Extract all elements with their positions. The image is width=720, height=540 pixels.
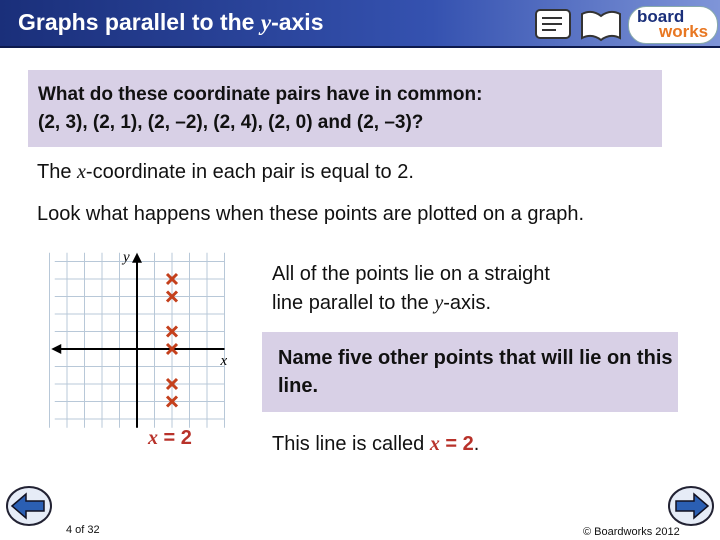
logo: board works <box>628 6 718 44</box>
title-text: -axis <box>271 9 324 35</box>
note-line: All of the points lie on a straight <box>272 263 550 285</box>
icons <box>535 9 621 42</box>
equation-text: = 2 <box>158 427 192 449</box>
page-number: 4 of 32 <box>66 524 100 536</box>
title-text: Graphs parallel to the <box>18 9 261 35</box>
answer-text: -coordinate in each pair is equal to 2. <box>85 161 414 183</box>
conclusion: This line is called x = 2. <box>272 433 479 456</box>
x-axis-label: x <box>220 353 228 369</box>
prev-button[interactable] <box>4 484 54 528</box>
conclusion-text: This line is called <box>272 433 430 455</box>
copyright: © Boardworks 2012 <box>583 526 680 538</box>
logo-text: works <box>659 22 709 41</box>
equation-italic: x <box>148 427 158 449</box>
question-line: (2, 3), (2, 1), (2, –2), (2, 4), (2, 0) … <box>38 112 424 133</box>
note-italic: y <box>434 292 444 314</box>
answer-text: The <box>37 161 78 183</box>
note-text: line parallel to the <box>272 292 435 314</box>
next-button[interactable] <box>666 484 716 528</box>
point-cross <box>165 272 179 286</box>
point-cross <box>165 290 179 303</box>
conclusion-eq: = 2 <box>439 433 474 455</box>
question-box: What do these coordinate pairs have in c… <box>28 70 662 147</box>
logo-text: board <box>637 7 685 26</box>
answer: The x-coordinate in each pair is equal t… <box>37 161 414 184</box>
point-cross <box>165 325 179 338</box>
conclusion-text: . <box>473 433 480 455</box>
prompt: Look what happens when these points are … <box>37 203 585 225</box>
y-axis-label: y <box>121 250 130 266</box>
note-text: -axis. <box>443 292 492 314</box>
point-cross <box>165 377 179 391</box>
graph: yx <box>49 250 228 428</box>
x-axis-arrow <box>51 344 62 354</box>
point-cross <box>165 395 179 408</box>
note: All of the points lie on a straight line … <box>272 260 550 318</box>
note-line: line parallel to the y-axis. <box>272 289 550 318</box>
answer-italic: x <box>77 161 86 183</box>
point-cross <box>165 342 179 356</box>
y-axis-arrow <box>132 252 142 263</box>
task-box: Name five other points that will lie on … <box>262 332 678 412</box>
question-line: What do these coordinate pairs have in c… <box>38 84 483 105</box>
conclusion-italic: x <box>429 433 440 455</box>
title: Graphs parallel to the y-axis <box>18 9 324 36</box>
title-italic: y <box>260 10 272 35</box>
equation: x = 2 <box>148 427 192 450</box>
